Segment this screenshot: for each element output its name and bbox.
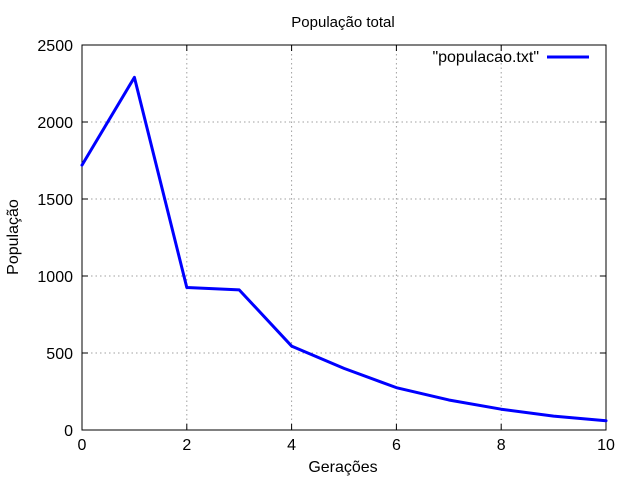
legend: "populacao.txt" (432, 49, 589, 66)
y-tick-label: 0 (64, 423, 73, 440)
plot-frame (81, 44, 607, 431)
series-line (80, 75, 608, 423)
y-tick-label: 1500 (37, 192, 73, 209)
y-tick-label: 2000 (37, 115, 73, 132)
series-layer (80, 75, 608, 423)
labels-layer: População total Gerações População (5, 14, 395, 476)
x-tick-label: 2 (182, 437, 191, 454)
x-tick-label: 10 (597, 437, 615, 454)
y-tick-label: 2500 (37, 38, 73, 55)
x-tick-label: 8 (497, 437, 506, 454)
x-tick-label: 4 (287, 437, 296, 454)
x-tick-label: 0 (78, 437, 87, 454)
x-axis-label: Gerações (308, 459, 377, 476)
grid-layer (82, 45, 606, 430)
chart-title: População total (291, 14, 394, 31)
legend-entry-label: "populacao.txt" (432, 49, 539, 66)
x-tick-label: 6 (392, 437, 401, 454)
y-tick-label: 1000 (37, 269, 73, 286)
ticks-layer: 0 2 4 6 8 10 0 500 1000 1500 2000 2500 (37, 38, 615, 454)
y-axis-label: População (5, 199, 22, 275)
y-tick-label: 500 (46, 346, 73, 363)
